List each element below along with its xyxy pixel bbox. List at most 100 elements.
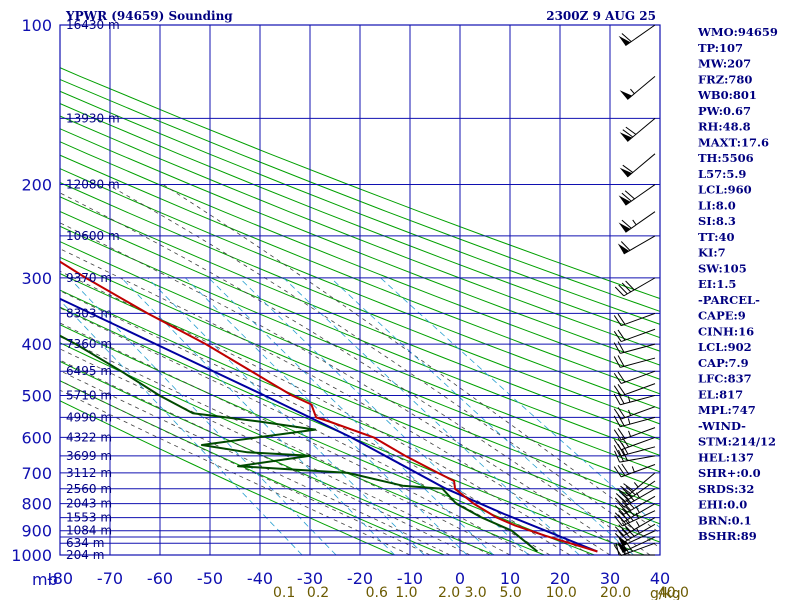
height-label: 6495 m	[66, 364, 112, 378]
wind-barb	[613, 392, 656, 406]
height-label: 5710 m	[66, 388, 112, 402]
height-label: 10600 m	[66, 229, 120, 243]
height-label: 7360 m	[66, 337, 112, 351]
wind-barb	[618, 211, 656, 233]
index-line: CAP:7.9	[698, 356, 749, 370]
pressure-tick-label: 700	[21, 464, 52, 483]
wind-barb	[613, 414, 656, 428]
index-line: HEL:137	[698, 450, 754, 464]
index-line: SI:8.3	[698, 214, 736, 228]
index-line: KI:7	[698, 246, 726, 260]
dewpoint-trace	[60, 334, 539, 553]
pressure-tick-label: 100	[21, 16, 52, 35]
index-line: EHI:0.0	[698, 498, 747, 512]
index-line: FRZ:780	[698, 72, 752, 86]
index-line: -PARCEL-	[698, 293, 760, 307]
moist-adiabat	[60, 389, 411, 555]
wind-barb	[613, 463, 656, 478]
index-line: RH:48.8	[698, 120, 751, 134]
wind-barb	[613, 341, 656, 354]
pressure-unit-label: mb	[32, 570, 58, 589]
index-line: LCL:960	[698, 183, 752, 197]
wind-barb	[613, 406, 656, 420]
wind-barb	[617, 235, 656, 255]
mixing-unit-label: g/kg	[650, 586, 681, 600]
index-line: TP:107	[698, 41, 743, 55]
wind-barb	[614, 517, 656, 537]
index-line: -WIND-	[698, 419, 746, 433]
mixing-ratio-label: 40.0	[658, 585, 689, 600]
height-label: 2043 m	[66, 497, 112, 511]
index-line: LCL:902	[698, 340, 752, 354]
moist-adiabat	[162, 184, 660, 534]
wind-barb	[617, 536, 656, 553]
temp-tick-label: -60	[147, 569, 173, 588]
index-line: LFC:837	[698, 372, 752, 386]
index-line: SRDS:32	[698, 482, 754, 496]
height-label: 4322 m	[66, 430, 112, 444]
observation-time: 2300Z 9 AUG 25	[546, 9, 656, 23]
wind-barb	[618, 184, 656, 206]
temp-tick-label: 20	[550, 569, 570, 588]
index-line: SW:105	[698, 261, 747, 275]
wind-barb	[613, 427, 656, 441]
wind-barbs	[613, 24, 656, 556]
height-label: 9370 m	[66, 271, 112, 285]
pressure-tick-label: 500	[21, 386, 52, 405]
index-line: WB0:801	[697, 88, 757, 102]
mixing-ratio-line	[185, 277, 468, 555]
pressure-tick-label: 300	[21, 269, 52, 288]
mixing-ratio-label: 5.0	[499, 585, 521, 600]
height-label: 1553 m	[66, 511, 112, 525]
temp-tick-label: 0	[455, 569, 465, 588]
temp-tick-label: 30	[600, 569, 620, 588]
index-line: MW:207	[698, 57, 751, 71]
mixing-ratio-line	[68, 277, 337, 555]
index-line: BSHR:89	[698, 529, 757, 543]
moist-adiabat	[60, 222, 631, 555]
index-line: L57:5.9	[698, 167, 746, 181]
pressure-tick-label: 400	[21, 335, 52, 354]
temperature-trace	[60, 260, 598, 553]
index-line: STM:214/12	[698, 435, 776, 449]
temp-tick-label: -10	[397, 569, 423, 588]
temp-tick-label: 40	[650, 569, 670, 588]
mixing-ratio-line	[330, 277, 634, 555]
index-line: TH:5506	[698, 151, 754, 165]
wind-barb	[619, 153, 656, 178]
parcel-trace	[60, 297, 598, 553]
index-line: LI:8.0	[698, 198, 736, 212]
wind-barb	[619, 117, 656, 142]
moist-adiabat	[60, 192, 651, 555]
mixing-ratio-label: 1.0	[395, 585, 417, 600]
dry-adiabat	[60, 78, 660, 312]
wind-barb	[613, 436, 656, 451]
wind-barb	[613, 312, 656, 327]
height-label: 12080 m	[66, 178, 120, 192]
temp-tick-label: 10	[500, 569, 520, 588]
pressure-tick-label: 900	[21, 522, 52, 541]
mixing-ratio-line	[208, 277, 494, 555]
pressure-tick-label: 800	[21, 495, 52, 514]
height-label: 1084 m	[66, 524, 112, 538]
index-line: CINH:16	[698, 324, 754, 338]
plot-frame	[59, 24, 661, 556]
temp-tick-label: -20	[347, 569, 373, 588]
index-line: WMO:94659	[697, 25, 778, 39]
dry-adiabat	[60, 400, 395, 555]
mixing-ratio-label: 10.0	[546, 585, 577, 600]
pressure-grid	[59, 24, 661, 556]
index-line: CAPE:9	[698, 309, 746, 323]
stability-indices: WMO:94659 TP:107 MW:207 FRZ:780 WB0:801 PW:0.…	[697, 25, 778, 543]
height-label: 13930 m	[66, 111, 120, 125]
moist-adiabat	[60, 348, 491, 555]
mixing-ratio-line	[283, 277, 580, 555]
height-label: 4990 m	[66, 410, 112, 424]
mixing-ratio-label: 0.2	[307, 585, 329, 600]
wind-barb	[614, 495, 656, 515]
mixing-ratio-line	[121, 277, 396, 555]
index-line: EL:817	[698, 387, 743, 401]
wind-barb	[614, 503, 656, 523]
